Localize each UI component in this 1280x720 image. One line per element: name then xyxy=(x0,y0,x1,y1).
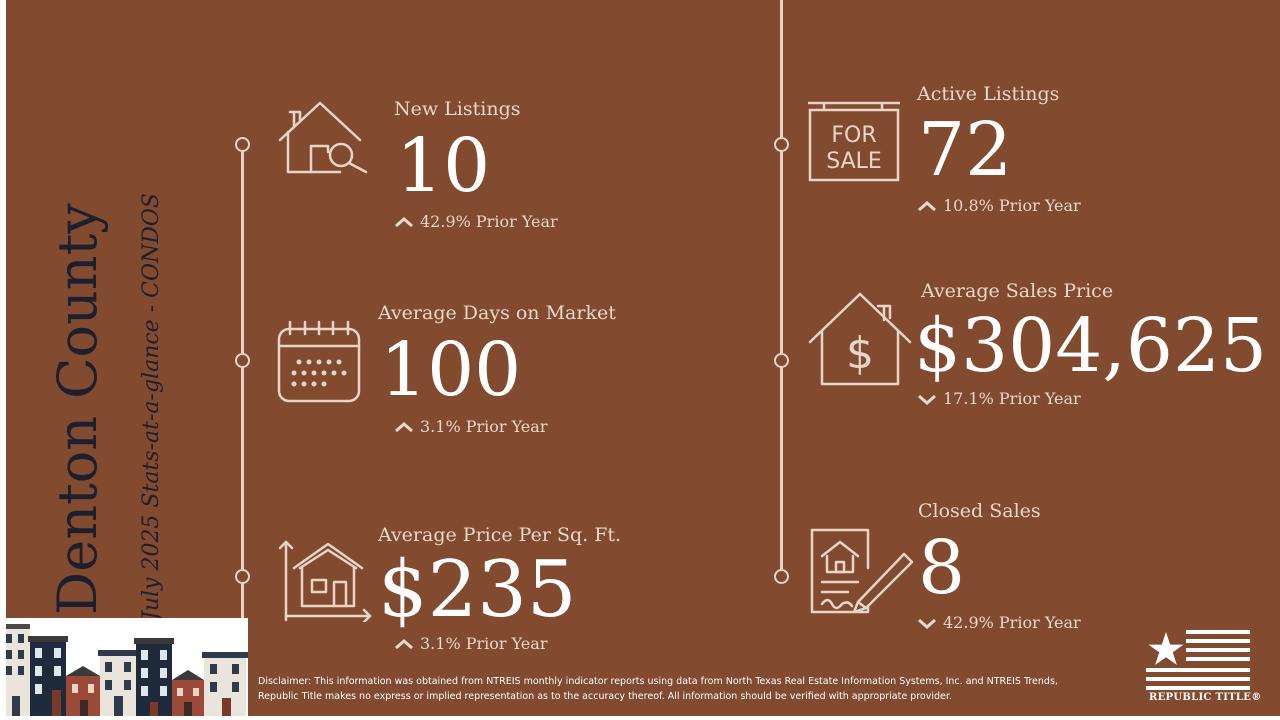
trend-up-icon xyxy=(395,217,413,228)
active-listings-value: 72 xyxy=(918,107,1013,193)
change-text: 42.9% Prior Year xyxy=(943,613,1081,632)
timeline-node xyxy=(774,353,789,368)
closed-sales-label: Closed Sales xyxy=(918,500,1041,522)
left-timeline xyxy=(241,140,244,716)
right-timeline xyxy=(780,0,783,580)
trend-up-icon xyxy=(395,639,413,650)
contract-signing-icon xyxy=(808,526,916,616)
svg-text:FOR: FOR xyxy=(831,123,876,148)
townhouses-illustration xyxy=(6,618,248,716)
avg-days-label: Average Days on Market xyxy=(378,302,616,324)
new-listings-value: 10 xyxy=(396,123,491,209)
svg-text:$: $ xyxy=(846,328,874,379)
svg-text:SALE: SALE xyxy=(826,149,882,174)
active-listings-change: 10.8% Prior Year xyxy=(917,196,1081,216)
change-text: 3.1% Prior Year xyxy=(420,417,548,436)
house-search-icon xyxy=(278,100,370,175)
change-text: 10.8% Prior Year xyxy=(943,196,1081,215)
timeline-node xyxy=(774,137,789,152)
avg-price-change: 17.1% Prior Year xyxy=(917,389,1081,409)
change-text: 17.1% Prior Year xyxy=(943,389,1081,408)
active-listings-label: Active Listings xyxy=(917,83,1060,105)
disclaimer-text: Disclaimer: This information was obtaine… xyxy=(258,676,1058,702)
county-title: Denton County xyxy=(46,203,109,615)
price-sqft-value: $235 xyxy=(378,545,577,635)
change-text: 42.9% Prior Year xyxy=(420,212,558,231)
new-listings-label: New Listings xyxy=(394,98,521,120)
trend-down-icon xyxy=(918,618,936,629)
avg-price-label: Average Sales Price xyxy=(921,280,1114,302)
timeline-node xyxy=(774,569,789,584)
logo-text: REPUBLIC TITLE® xyxy=(1149,692,1262,703)
change-text: 3.1% Prior Year xyxy=(420,634,548,653)
flag-star-icon xyxy=(1146,630,1250,694)
for-sale-sign-icon: FOR SALE xyxy=(806,100,902,182)
timeline-node xyxy=(235,353,250,368)
new-listings-change: 42.9% Prior Year xyxy=(394,212,558,232)
trend-up-icon xyxy=(918,201,936,212)
avg-days-value: 100 xyxy=(380,327,522,413)
closed-sales-value: 8 xyxy=(918,525,966,611)
trend-up-icon xyxy=(395,422,413,433)
avg-days-change: 3.1% Prior Year xyxy=(394,417,547,437)
avg-price-value: $304,625 xyxy=(914,303,1268,389)
calendar-icon xyxy=(276,318,362,404)
timeline-node xyxy=(235,569,250,584)
house-dollar-icon: $ xyxy=(806,290,914,388)
stats-slide: Denton County July 2025 Stats-at-a-glanc… xyxy=(6,0,1280,716)
closed-sales-change: 42.9% Prior Year xyxy=(917,613,1081,633)
price-sqft-change: 3.1% Prior Year xyxy=(394,634,547,654)
timeline-node xyxy=(235,137,250,152)
house-area-icon xyxy=(276,538,372,622)
trend-down-icon xyxy=(918,394,936,405)
report-subtitle: July 2025 Stats-at-a-glance - CONDOS xyxy=(139,193,164,620)
price-sqft-label: Average Price Per Sq. Ft. xyxy=(378,524,622,546)
